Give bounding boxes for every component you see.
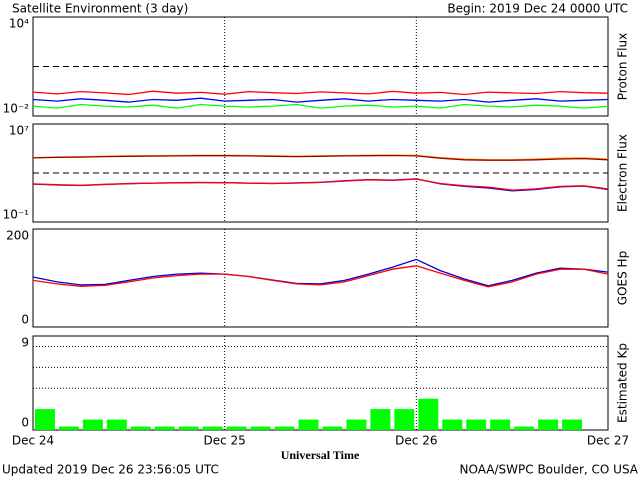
x-tick-label: Dec 26 bbox=[395, 434, 437, 448]
kp-bar bbox=[250, 426, 271, 430]
updated-time: Updated 2019 Dec 26 23:56:05 UTC bbox=[2, 463, 219, 477]
kp-bar bbox=[442, 419, 463, 430]
kp-bar bbox=[35, 409, 55, 430]
credit: NOAA/SWPC Boulder, CO USA bbox=[460, 463, 639, 477]
begin-time: Begin: 2019 Dec 24 0000 UTC bbox=[447, 2, 628, 16]
panel-frame bbox=[32, 335, 609, 431]
panel-label: Proton Flux bbox=[616, 33, 630, 100]
kp-bar bbox=[106, 419, 127, 430]
kp-bar bbox=[394, 409, 415, 430]
kp-bar bbox=[178, 426, 199, 430]
series-line bbox=[32, 90, 609, 96]
kp-bar bbox=[562, 419, 583, 430]
series-line bbox=[32, 97, 609, 103]
y-tick-label: 10⁴ bbox=[9, 17, 29, 31]
kp-bar bbox=[346, 419, 367, 430]
chart-title: Satellite Environment (3 day) bbox=[12, 2, 188, 16]
series-line bbox=[32, 103, 609, 109]
kp-bar bbox=[538, 419, 559, 430]
panel-label: Estimated Kp bbox=[616, 343, 630, 423]
kp-bar bbox=[322, 426, 343, 430]
series-line bbox=[32, 154, 609, 161]
kp-bar bbox=[418, 398, 439, 430]
kp-bar bbox=[82, 419, 103, 430]
kp-bar bbox=[274, 426, 295, 430]
kp-bar bbox=[370, 409, 391, 430]
x-tick-label: Dec 27 bbox=[587, 434, 629, 448]
kp-bar bbox=[202, 426, 223, 430]
x-tick-label: Dec 25 bbox=[204, 434, 246, 448]
kp-bar bbox=[130, 426, 151, 430]
panel-label: Electron Flux bbox=[616, 134, 630, 212]
y-tick-label: 200 bbox=[6, 229, 29, 243]
y-tick-label: 9 bbox=[21, 336, 29, 350]
x-axis-label: Universal Time bbox=[281, 448, 360, 462]
kp-bar bbox=[298, 419, 319, 430]
series-line bbox=[32, 178, 609, 191]
kp-bar bbox=[58, 426, 79, 430]
y-tick-label: 10⁻¹ bbox=[3, 208, 30, 222]
series-line bbox=[32, 258, 609, 287]
panel-frame bbox=[32, 228, 609, 328]
y-tick-label: 0 bbox=[21, 313, 29, 327]
panel-label: GOES Hp bbox=[616, 251, 630, 305]
kp-bar bbox=[514, 426, 535, 430]
kp-bar bbox=[154, 426, 175, 430]
x-tick-label: Dec 24 bbox=[12, 434, 54, 448]
kp-bar bbox=[226, 426, 247, 430]
kp-bar bbox=[490, 419, 511, 430]
y-tick-label: 10⁷ bbox=[9, 124, 29, 138]
y-tick-label: 0 bbox=[21, 416, 29, 430]
series-line bbox=[32, 265, 609, 288]
y-tick-label: 10⁻² bbox=[3, 102, 30, 116]
kp-bar bbox=[466, 419, 487, 430]
